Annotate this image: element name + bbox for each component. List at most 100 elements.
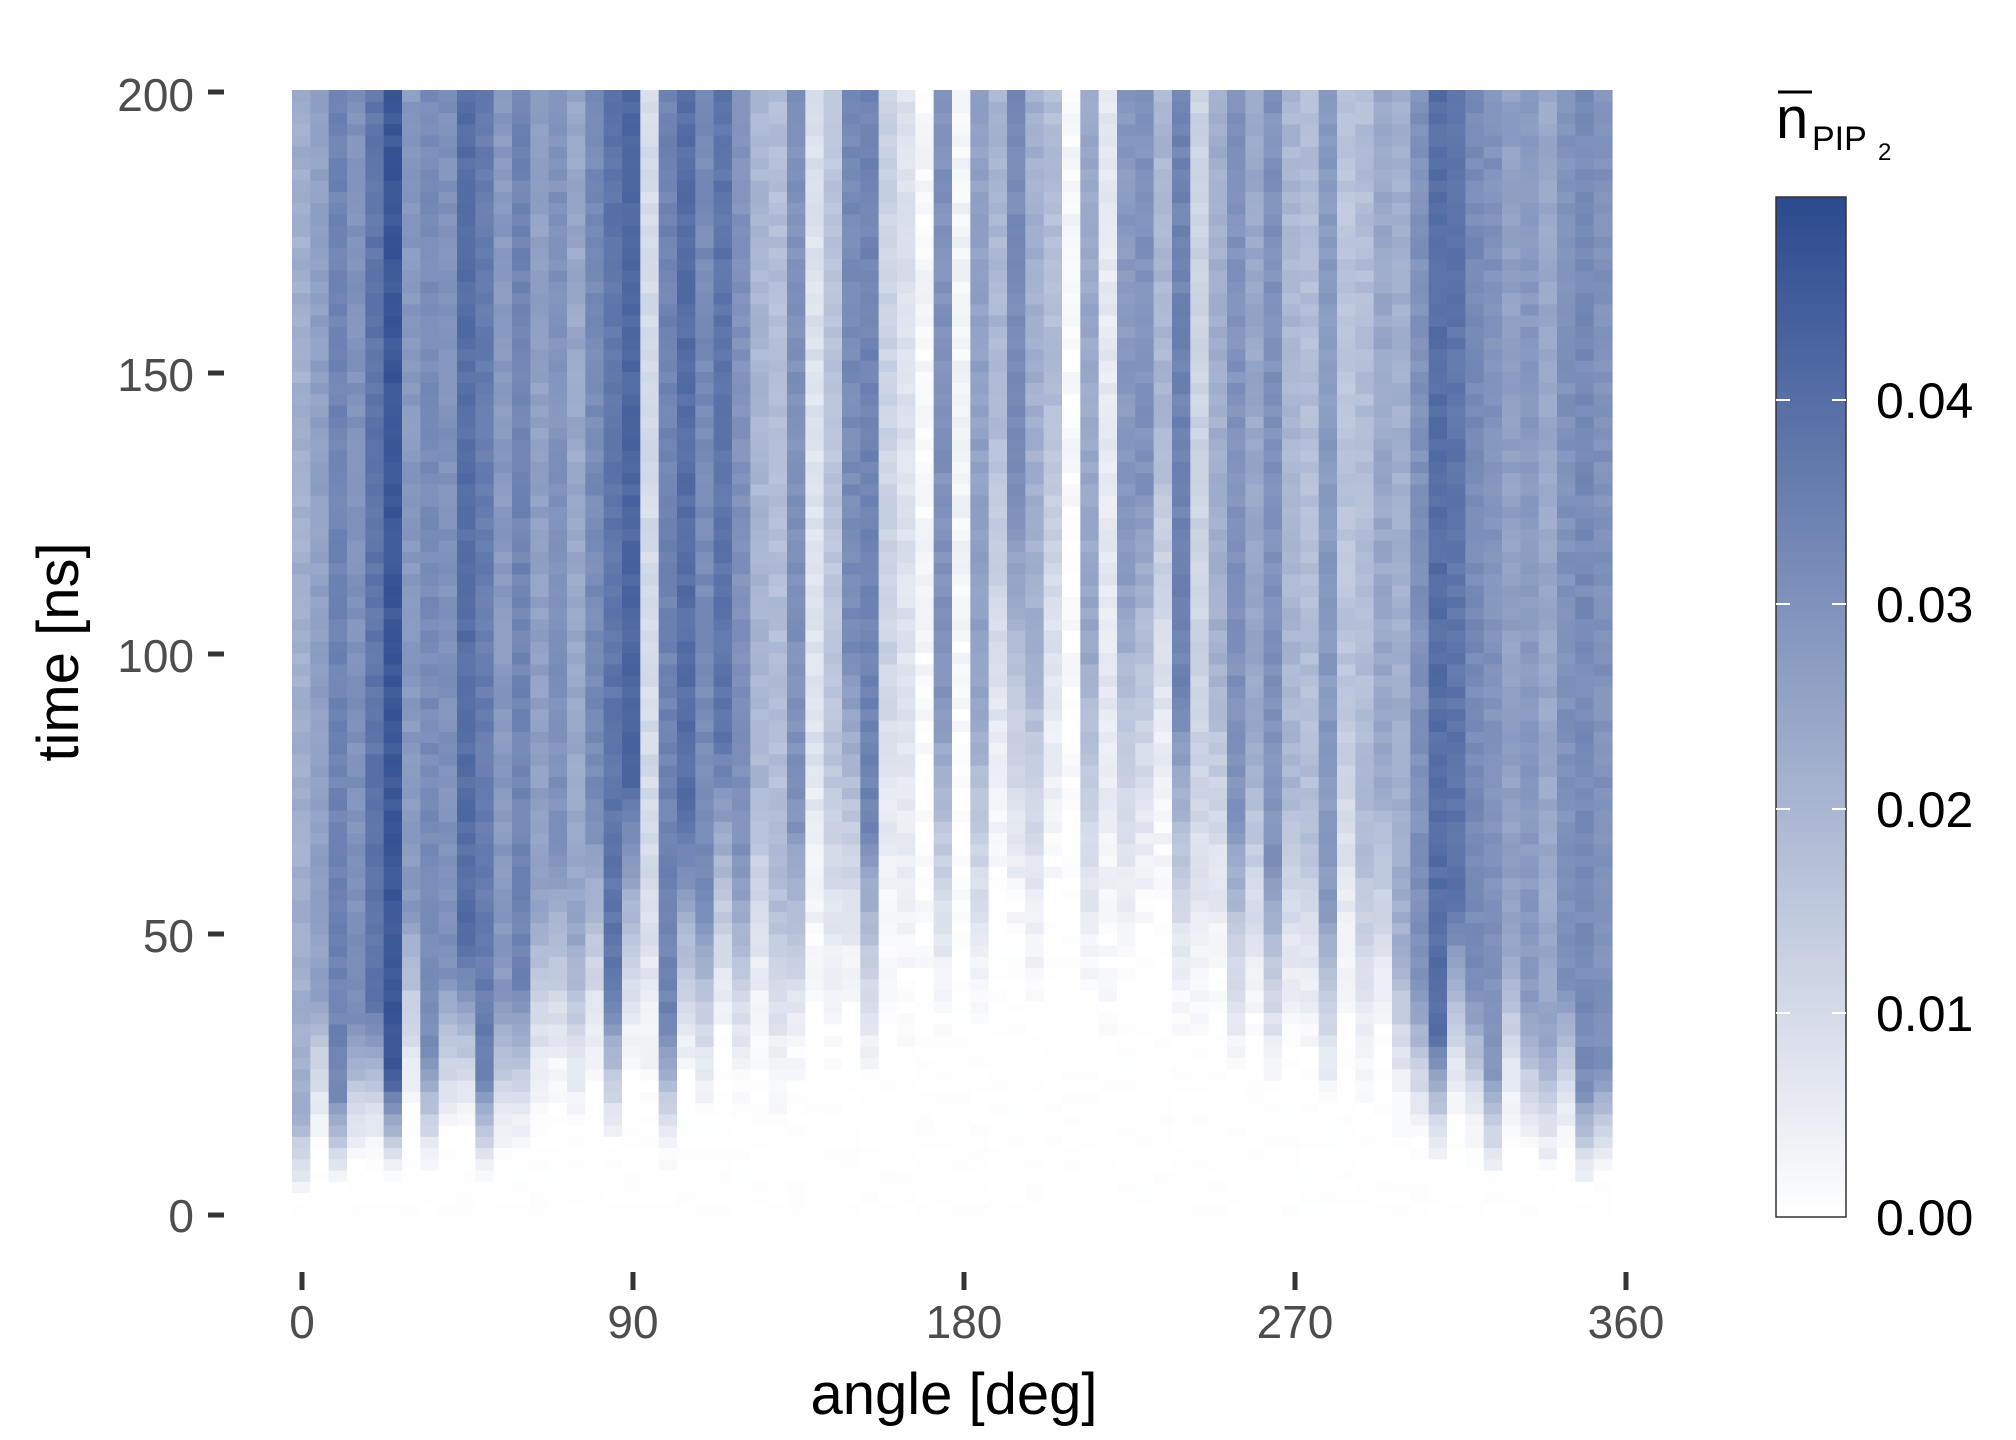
heatmap-cell xyxy=(842,146,861,158)
heatmap-cell xyxy=(1099,844,1118,856)
heatmap-cell xyxy=(292,934,311,946)
heatmap-cell xyxy=(640,619,659,631)
heatmap-cell xyxy=(585,698,604,710)
heatmap-cell xyxy=(1172,1091,1191,1103)
heatmap-cell xyxy=(549,641,568,653)
heatmap-cell xyxy=(1025,405,1044,417)
heatmap-cell xyxy=(292,821,311,833)
heatmap-cell xyxy=(952,911,971,923)
heatmap-cell xyxy=(879,450,898,462)
heatmap-cell xyxy=(365,945,384,957)
heatmap-cell xyxy=(640,113,659,125)
heatmap-cell xyxy=(402,1058,421,1070)
heatmap-cell xyxy=(1025,675,1044,687)
heatmap-cell xyxy=(824,101,843,113)
heatmap-cell xyxy=(622,1080,641,1092)
heatmap-cell xyxy=(952,664,971,676)
heatmap-cell xyxy=(879,304,898,316)
heatmap-cell xyxy=(1154,1035,1173,1047)
heatmap-cell xyxy=(310,1069,329,1081)
heatmap-cell xyxy=(915,1204,934,1216)
heatmap-cell xyxy=(934,158,953,170)
heatmap-cell xyxy=(952,270,971,282)
heatmap-cell xyxy=(769,315,788,327)
heatmap-cell xyxy=(805,326,824,338)
heatmap-cell xyxy=(329,293,348,305)
heatmap-cell xyxy=(1117,563,1136,575)
heatmap-cell xyxy=(842,1024,861,1036)
heatmap-cell xyxy=(402,563,421,575)
heatmap-cell xyxy=(1062,1046,1081,1058)
heatmap-cell xyxy=(970,473,989,485)
heatmap-cell xyxy=(1172,529,1191,541)
heatmap-cell xyxy=(750,889,769,901)
heatmap-cell xyxy=(1154,641,1173,653)
heatmap-cell xyxy=(567,1170,586,1182)
heatmap-cell xyxy=(457,461,476,473)
heatmap-cell xyxy=(787,540,806,552)
heatmap-cell xyxy=(714,889,733,901)
heatmap-cell xyxy=(860,416,879,428)
heatmap-cell xyxy=(1062,743,1081,755)
heatmap-cell xyxy=(384,1170,403,1182)
heatmap-cell xyxy=(347,1159,366,1171)
heatmap-cell xyxy=(732,304,751,316)
heatmap-cell xyxy=(1080,889,1099,901)
heatmap-cell xyxy=(860,1181,879,1193)
heatmap-cell xyxy=(402,1001,421,1013)
heatmap-cell xyxy=(549,878,568,890)
heatmap-cell xyxy=(1062,1103,1081,1115)
heatmap-cell xyxy=(750,810,769,822)
heatmap-cell xyxy=(567,1125,586,1137)
heatmap-cell xyxy=(1080,428,1099,440)
heatmap-cell xyxy=(1190,1080,1209,1092)
heatmap-cell xyxy=(420,1091,439,1103)
heatmap-cell xyxy=(329,799,348,811)
heatmap-cell xyxy=(989,833,1008,845)
heatmap-cell xyxy=(879,326,898,338)
heatmap-cell xyxy=(915,585,934,597)
heatmap-cell xyxy=(310,855,329,867)
heatmap-cell xyxy=(622,788,641,800)
heatmap-cell xyxy=(494,326,513,338)
heatmap-cell xyxy=(695,596,714,608)
heatmap-cell xyxy=(915,754,934,766)
heatmap-cell xyxy=(787,788,806,800)
heatmap-cell xyxy=(457,810,476,822)
heatmap-cell xyxy=(1154,304,1173,316)
heatmap-cell xyxy=(292,529,311,541)
heatmap-cell xyxy=(1154,439,1173,451)
heatmap-cell xyxy=(732,101,751,113)
heatmap-cell xyxy=(659,743,678,755)
heatmap-cell xyxy=(1025,596,1044,608)
heatmap-cell xyxy=(310,1013,329,1025)
heatmap-cell xyxy=(494,371,513,383)
heatmap-cell xyxy=(420,360,439,372)
heatmap-cell xyxy=(860,304,879,316)
heatmap-cell xyxy=(805,1024,824,1036)
heatmap-cell xyxy=(1172,101,1191,113)
heatmap-cell xyxy=(1117,1181,1136,1193)
heatmap-cell xyxy=(494,630,513,642)
heatmap-cell xyxy=(897,236,916,248)
heatmap-cell xyxy=(1117,270,1136,282)
heatmap-cell xyxy=(1190,833,1209,845)
heatmap-cell xyxy=(585,855,604,867)
heatmap-cell xyxy=(549,934,568,946)
heatmap-cell xyxy=(842,450,861,462)
heatmap-cell xyxy=(915,833,934,845)
heatmap-cell xyxy=(1154,889,1173,901)
heatmap-cell xyxy=(659,248,678,260)
heatmap-cell xyxy=(1154,326,1173,338)
heatmap-cell xyxy=(292,461,311,473)
heatmap-cell xyxy=(1080,900,1099,912)
heatmap-cell xyxy=(1117,1193,1136,1205)
heatmap-cell xyxy=(622,889,641,901)
heatmap-cell xyxy=(1135,900,1154,912)
heatmap-cell xyxy=(512,304,531,316)
heatmap-cell xyxy=(420,574,439,586)
heatmap-cell xyxy=(420,1013,439,1025)
heatmap-cell xyxy=(329,686,348,698)
heatmap-cell xyxy=(585,439,604,451)
heatmap-cell xyxy=(915,450,934,462)
